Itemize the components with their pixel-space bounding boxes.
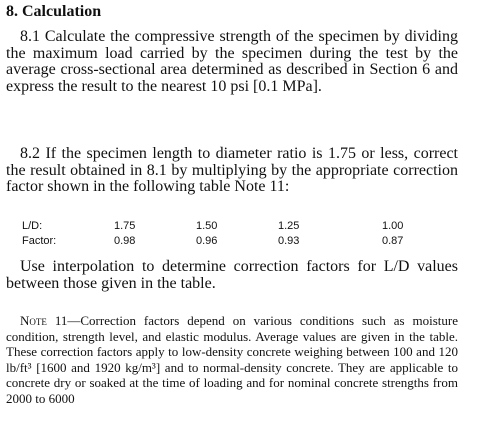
note: Note 11—Correction factors depend on var… [6,313,458,407]
paragraph: Use interpolation to determine correctio… [6,258,458,292]
table-cell: 1.00 [382,220,404,232]
correction-table: L/D: 1.75 1.50 1.25 1.00 Factor: 0.98 0.… [22,220,464,250]
row-label: L/D: [22,220,43,232]
table-cell: 0.96 [196,235,218,247]
row-label: Factor: [22,235,57,247]
paragraph-number: 8.2 [20,145,40,162]
table-row: Factor: 0.98 0.96 0.93 0.87 [22,235,464,250]
paragraph-text: If the specimen length to diameter ratio… [6,145,458,196]
table-cell: 1.50 [196,220,218,232]
table-cell: 1.25 [278,220,300,232]
section-heading: 8. Calculation [6,3,102,20]
table-cell: 0.87 [382,235,404,247]
table-cell: 1.75 [114,220,136,232]
note-label: Note 11 [20,313,68,328]
paragraph: 8.1 Calculate the compressive strength o… [6,28,458,95]
table-cell: 0.93 [278,235,300,247]
paragraph: 8.2 If the specimen length to diameter r… [6,145,458,196]
paragraph-number: 8.1 [20,28,40,45]
table-cell: 0.98 [114,235,136,247]
note-text: —Correction factors depend on various co… [6,313,459,406]
table-row: L/D: 1.75 1.50 1.25 1.00 [22,220,464,235]
paragraph-text: Calculate the compressive strength of th… [6,28,458,95]
